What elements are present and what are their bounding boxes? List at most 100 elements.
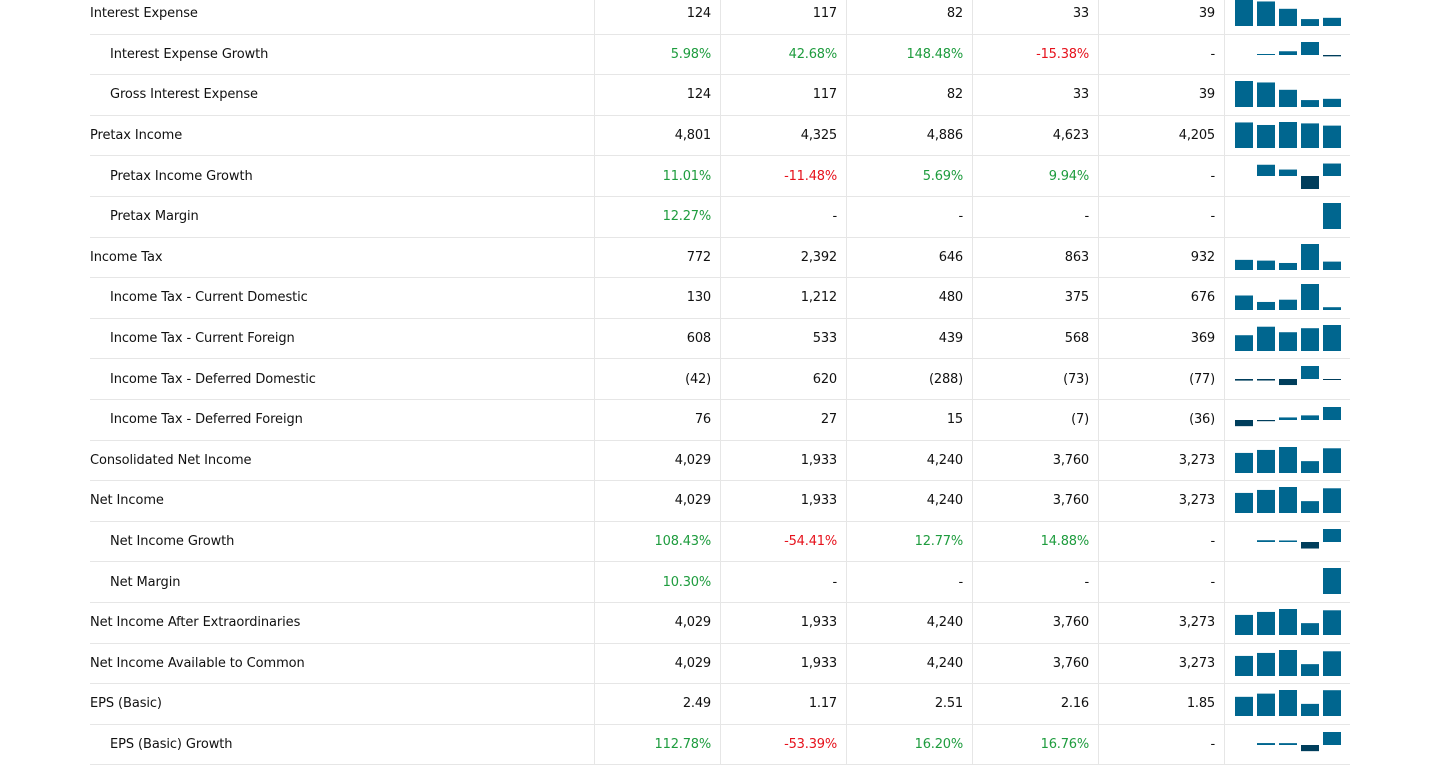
trend-sparkline bbox=[1224, 196, 1350, 237]
value-cell: (36) bbox=[1098, 399, 1224, 440]
row-label: Pretax Income bbox=[90, 128, 183, 144]
value-cell: - bbox=[972, 196, 1098, 237]
table-row: Consolidated Net Income 4,029 1,933 4,240 3,… bbox=[90, 440, 1350, 482]
trend-sparkline bbox=[1224, 278, 1350, 318]
spark-bar bbox=[1235, 379, 1253, 381]
trend-sparkline bbox=[1224, 34, 1350, 75]
spark-bar bbox=[1301, 703, 1319, 717]
value-cell: -53.39% bbox=[720, 724, 846, 765]
table-row: Pretax Income 4,801 4,325 4,886 4,623 4,205 bbox=[90, 115, 1350, 157]
trend-sparkline bbox=[1224, 724, 1350, 765]
value-cell: 1,933 bbox=[720, 440, 846, 481]
row-label: EPS (Basic) bbox=[90, 696, 162, 712]
value-cell: 676 bbox=[1098, 278, 1224, 318]
value-cell: 1,933 bbox=[720, 481, 846, 521]
spark-bar bbox=[1257, 53, 1275, 55]
row-label: Income Tax bbox=[90, 249, 163, 265]
value-cell: 4,029 bbox=[594, 602, 720, 643]
table-row: EPS (Basic) 2.49 1.17 2.51 2.16 1.85 bbox=[90, 684, 1350, 725]
value-cell: 76 bbox=[594, 399, 720, 440]
value-cell: 16.20% bbox=[846, 724, 972, 765]
trend-sparkline bbox=[1224, 75, 1350, 115]
value-cell: 4,325 bbox=[720, 115, 846, 156]
spark-bar bbox=[1323, 488, 1341, 514]
value-cell: -54.41% bbox=[720, 521, 846, 562]
value-cell: 1,212 bbox=[720, 278, 846, 318]
value-cell: 3,760 bbox=[972, 643, 1098, 684]
spark-bar bbox=[1279, 50, 1297, 55]
value-cell: - bbox=[1098, 34, 1224, 75]
spark-bar bbox=[1257, 82, 1275, 108]
value-cell: 16.76% bbox=[972, 724, 1098, 765]
table-row: Income Tax - Current Domestic 130 1,212 480… bbox=[90, 278, 1350, 319]
spark-bar bbox=[1279, 8, 1297, 26]
spark-bar bbox=[1279, 487, 1297, 514]
spark-bar bbox=[1301, 744, 1319, 751]
spark-bar bbox=[1235, 122, 1253, 148]
value-cell: - bbox=[1098, 724, 1224, 765]
value-cell: 112.78% bbox=[594, 724, 720, 765]
spark-bar bbox=[1235, 295, 1253, 311]
spark-bar bbox=[1301, 415, 1319, 420]
spark-bar bbox=[1301, 327, 1319, 351]
spark-bar bbox=[1235, 655, 1253, 676]
trend-sparkline bbox=[1224, 602, 1350, 643]
spark-bar bbox=[1257, 449, 1275, 473]
spark-bar bbox=[1235, 696, 1253, 717]
value-cell: 4,240 bbox=[846, 440, 972, 481]
spark-bar bbox=[1257, 1, 1275, 26]
row-label: Net Income Available to Common bbox=[90, 655, 305, 671]
value-cell: (7) bbox=[972, 399, 1098, 440]
row-label: Gross Interest Expense bbox=[110, 87, 258, 103]
value-cell: 15 bbox=[846, 399, 972, 440]
spark-bar bbox=[1323, 406, 1341, 420]
table-row: Interest Expense Growth 5.98% 42.68% 148.48… bbox=[90, 34, 1350, 76]
value-cell: 39 bbox=[1098, 0, 1224, 34]
value-cell: 27 bbox=[720, 399, 846, 440]
value-cell: (77) bbox=[1098, 359, 1224, 399]
value-cell: - bbox=[972, 562, 1098, 602]
table-row: Net Margin 10.30% - - - - bbox=[90, 562, 1350, 603]
value-cell: -11.48% bbox=[720, 156, 846, 196]
trend-sparkline bbox=[1224, 0, 1350, 34]
value-cell: 3,273 bbox=[1098, 602, 1224, 643]
value-cell: 148.48% bbox=[846, 34, 972, 75]
value-cell: (42) bbox=[594, 359, 720, 399]
trend-sparkline bbox=[1224, 521, 1350, 562]
row-label: Net Income bbox=[90, 493, 164, 509]
value-cell: - bbox=[846, 562, 972, 602]
value-cell: 2,392 bbox=[720, 237, 846, 278]
row-label: Pretax Income Growth bbox=[110, 168, 253, 184]
value-cell: 5.98% bbox=[594, 34, 720, 75]
spark-bar bbox=[1323, 99, 1341, 108]
table-row: EPS (Basic) Growth 112.78% -53.39% 16.20% 16… bbox=[90, 724, 1350, 766]
table-row: Income Tax 772 2,392 646 863 932 bbox=[90, 237, 1350, 279]
value-cell: -15.38% bbox=[972, 34, 1098, 75]
value-cell: 82 bbox=[846, 75, 972, 115]
spark-bar bbox=[1301, 243, 1319, 270]
value-cell: 4,240 bbox=[846, 643, 972, 684]
value-cell: 117 bbox=[720, 0, 846, 34]
value-cell: 863 bbox=[972, 237, 1098, 278]
value-cell: 4,029 bbox=[594, 481, 720, 521]
value-cell: 480 bbox=[846, 278, 972, 318]
table-row: Net Income Growth 108.43% -54.41% 12.77% 14.… bbox=[90, 521, 1350, 563]
table-row: Income Tax - Deferred Domestic (42) 620 (28… bbox=[90, 359, 1350, 400]
value-cell: 369 bbox=[1098, 318, 1224, 359]
value-cell: 42.68% bbox=[720, 34, 846, 75]
value-cell: 11.01% bbox=[594, 156, 720, 196]
value-cell: 2.51 bbox=[846, 684, 972, 724]
spark-bar bbox=[1323, 650, 1341, 676]
value-cell: 3,760 bbox=[972, 481, 1098, 521]
trend-sparkline bbox=[1224, 318, 1350, 359]
spark-bar bbox=[1323, 568, 1341, 595]
value-cell: 12.27% bbox=[594, 196, 720, 237]
value-cell: - bbox=[1098, 521, 1224, 562]
row-label: Income Tax - Deferred Domestic bbox=[110, 371, 316, 387]
value-cell: 4,623 bbox=[972, 115, 1098, 156]
spark-bar bbox=[1279, 89, 1297, 108]
spark-bar bbox=[1257, 742, 1275, 745]
spark-bar bbox=[1279, 608, 1297, 635]
row-label: Pretax Margin bbox=[110, 209, 199, 225]
value-cell: 124 bbox=[594, 0, 720, 34]
